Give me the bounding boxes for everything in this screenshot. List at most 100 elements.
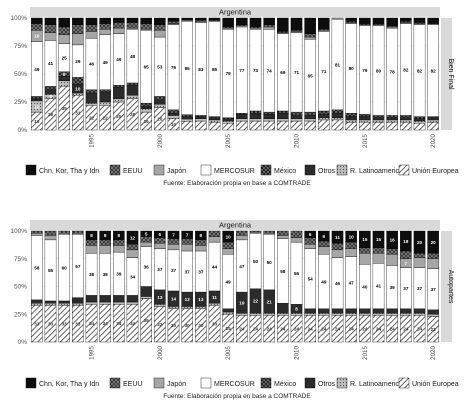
bar-segment-union-europea	[236, 120, 248, 131]
legend-swatch	[153, 377, 165, 389]
bar-segment-eeuu	[140, 23, 152, 30]
bar-segment-eeuu	[236, 230, 248, 236]
bar-segment-japon	[85, 31, 98, 39]
bar-segment-mexico	[331, 109, 344, 114]
bar-segment-eeuu	[249, 230, 262, 233]
bar-2005: 25 49 10	[222, 230, 234, 343]
data-label: 28	[48, 112, 54, 117]
bar-segment-otros	[290, 115, 303, 119]
data-label: 46	[116, 57, 122, 62]
legend-label: Chn, Kor, Tha y Idn	[39, 168, 99, 175]
legend-swatch	[398, 164, 410, 176]
facet-strip	[441, 18, 452, 130]
bar-segment-chn-kor-tha-y-idn	[318, 17, 330, 30]
x-tick-label: 2005	[225, 346, 232, 360]
data-label: 31	[75, 110, 81, 115]
data-label: 82	[403, 67, 409, 72]
legend-item-japon: Japón	[153, 164, 186, 176]
bar-2008: 74	[263, 17, 275, 131]
bar-segment-chn-kor-tha-y-idn	[126, 230, 139, 245]
legend-swatch	[336, 164, 348, 176]
legend-autopartes: Chn, Kor, Tha y Idn EEUU Japón MERCOSUR Méxi…	[25, 377, 459, 389]
bar-segment-eeuu	[263, 24, 275, 28]
bar-segment-chn-kor-tha-y-idn	[208, 17, 221, 21]
bar-segment-japon	[140, 241, 152, 247]
bar-2003: 30 13 37 8	[195, 230, 207, 343]
data-label: 48	[130, 54, 136, 59]
bar-segment-japon	[427, 258, 439, 269]
legend-label: México	[274, 168, 296, 175]
caption-bien-final: Fuente: Elaboración propia en base a COM…	[163, 180, 311, 187]
data-label: 82	[431, 68, 437, 73]
bar-segment-chn-kor-tha-y-idn	[345, 17, 357, 22]
data-label: 33	[212, 321, 218, 326]
bar-segment-otros	[304, 115, 316, 119]
x-tick-label: 1995	[89, 346, 96, 360]
bar-segment-otros	[359, 308, 371, 314]
bar-segment-chn-kor-tha-y-idn	[236, 17, 248, 25]
x-tick-label: 2000	[157, 134, 164, 148]
data-label: 24	[403, 326, 409, 331]
data-label: 79	[362, 68, 368, 73]
bar-segment-otros	[99, 295, 111, 303]
bar-segment-chn-kor-tha-y-idn	[113, 17, 125, 23]
bar-segment-r-latinoamerica	[290, 118, 303, 122]
chart-panel-bien-final: Argentina Bien Final 0% 25% 50% 75% 100% 16 10 49…	[10, 7, 454, 148]
bar-segment-union-europea	[359, 121, 371, 131]
bar-segment-mexico	[290, 111, 303, 116]
bar-segment-r-latinoamerica	[126, 95, 139, 99]
data-label: 29	[75, 59, 81, 64]
bar-segment-r-latinoamerica	[31, 302, 43, 306]
bar-segment-japon	[126, 249, 139, 258]
bar-segment-japon	[167, 244, 180, 251]
bar-segment-japon	[195, 245, 207, 252]
bar-segment-mexico	[126, 82, 139, 86]
bar-segment-union-europea	[195, 120, 207, 131]
data-label: 25	[62, 56, 68, 61]
data-label: 76	[171, 65, 177, 70]
bar-segment-otros	[427, 309, 439, 315]
bar-2001: 10 76	[167, 17, 180, 131]
data-label: 6	[159, 232, 162, 237]
data-label: 33	[62, 321, 68, 326]
bar-segment-chn-kor-tha-y-idn	[413, 230, 426, 254]
bar-segment-r-latinoamerica	[277, 312, 289, 316]
data-label: 5	[145, 232, 148, 237]
bar-segment-eeuu	[427, 253, 439, 259]
bar-segment-r-latinoamerica	[99, 101, 111, 106]
bar-segment-mexico	[99, 89, 111, 93]
x-tick-label: 2020	[430, 346, 437, 360]
bar-segment-chn-kor-tha-y-idn	[154, 230, 166, 238]
bar-segment-japon	[222, 248, 234, 255]
data-label: 15	[362, 237, 368, 242]
bar-segment-r-latinoamerica	[318, 312, 330, 316]
bar-segment-eeuu	[113, 239, 125, 246]
data-label: 16	[144, 119, 150, 124]
data-label: 18	[403, 239, 409, 244]
bar-segment-japon	[85, 245, 98, 254]
title-strip	[30, 220, 440, 230]
facet-label: Bien Final	[447, 58, 454, 90]
data-label: 80	[376, 68, 382, 73]
data-label: 10	[171, 122, 177, 127]
bar-segment-chn-kor-tha-y-idn	[249, 17, 262, 28]
data-label: 49	[34, 67, 40, 72]
data-label: 9	[323, 234, 326, 239]
bar-segment-union-europea	[400, 121, 412, 131]
bar-segment-japon	[113, 245, 125, 253]
bar-segment-eeuu	[208, 230, 221, 237]
data-label: 22	[103, 115, 109, 120]
bar-segment-eeuu	[31, 23, 43, 31]
bar-segment-japon	[290, 237, 303, 243]
bar-segment-japon	[44, 32, 57, 41]
bar-segment-eeuu	[126, 244, 139, 251]
bar-segment-eeuu	[359, 247, 371, 254]
data-label: 37	[171, 268, 177, 273]
data-label: 13	[157, 295, 163, 300]
bar-segment-otros	[208, 117, 221, 121]
data-label: 83	[198, 67, 204, 72]
bar-segment-mexico	[345, 113, 357, 117]
data-label: 77	[239, 68, 245, 73]
bar-segment-eeuu	[400, 250, 412, 259]
